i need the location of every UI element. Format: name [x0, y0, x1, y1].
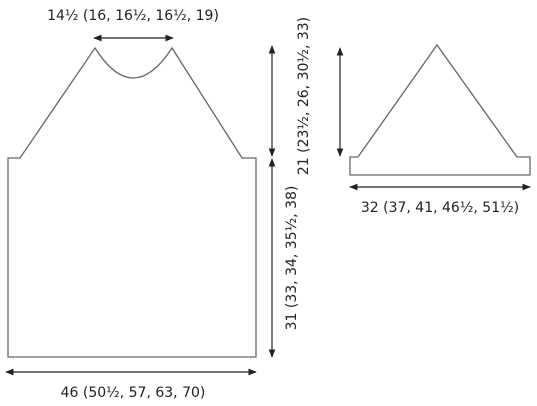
sleeve-piece: 32 (37, 41, 46½, 51½)	[336, 43, 531, 216]
sleeve-outline	[349, 43, 531, 176]
neck-width-label: 14½ (16, 16½, 16½, 19)	[47, 8, 219, 24]
body-piece: 14½ (16, 16½, 16½, 19) 21 (23½, 26, 30½,…	[5, 8, 312, 401]
armhole-label: 21 (23½, 26, 30½, 33)	[296, 17, 312, 175]
body-outline	[7, 46, 257, 358]
side-length-label: 31 (33, 34, 35½, 38)	[284, 186, 300, 331]
width-label: 46 (50½, 57, 63, 70)	[61, 385, 206, 401]
sleeve-width-label: 32 (37, 41, 46½, 51½)	[361, 200, 519, 216]
